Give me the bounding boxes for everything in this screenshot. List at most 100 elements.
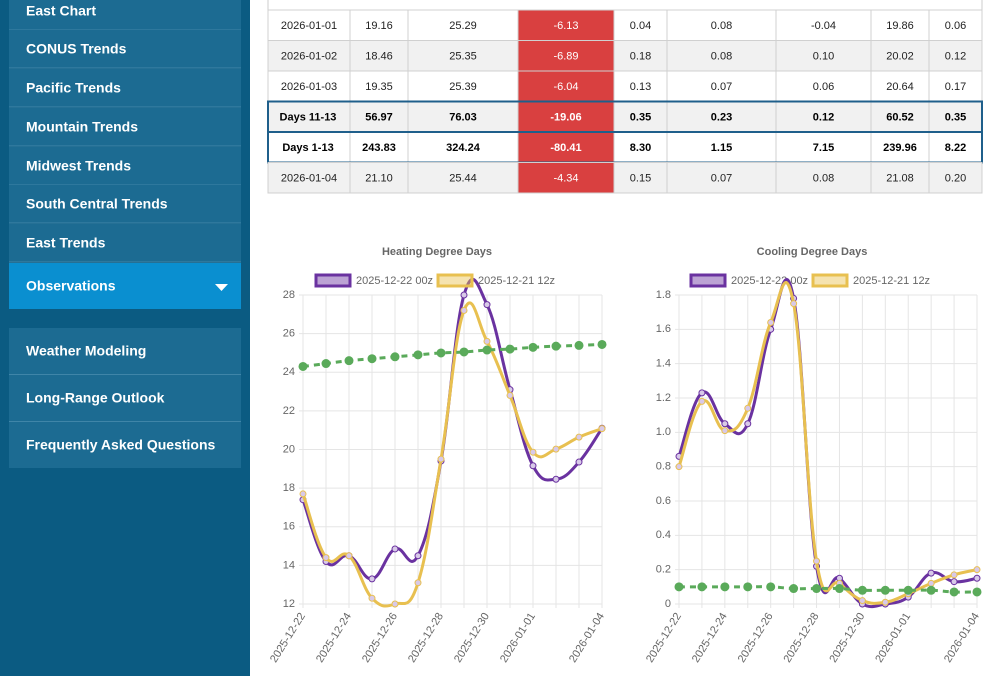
cell-text: 243.83 xyxy=(362,142,396,154)
menu-label: Frequently Asked Questions xyxy=(26,437,216,453)
point xyxy=(413,350,423,360)
point xyxy=(697,582,707,592)
table-cell xyxy=(870,9,930,41)
table-cell xyxy=(928,162,983,194)
y-tick-label: 26 xyxy=(283,328,295,340)
table-cell xyxy=(928,9,983,41)
cell-text: Days 1-13 xyxy=(282,142,333,154)
x-tick-label: 2025-12-24 xyxy=(690,611,730,665)
y-tick-label: 1.2 xyxy=(656,392,671,404)
series-line xyxy=(677,278,978,609)
point xyxy=(575,458,583,466)
series-line xyxy=(677,281,978,605)
point xyxy=(597,339,607,349)
table-cell xyxy=(666,70,777,102)
point xyxy=(505,344,515,354)
point xyxy=(414,552,422,560)
cell-text: 239.96 xyxy=(883,142,917,154)
y-tick-label: 0.8 xyxy=(656,461,671,473)
point xyxy=(743,582,753,592)
table-cell xyxy=(349,9,409,41)
cell-text: 0.18 xyxy=(630,51,651,63)
table-cell xyxy=(349,131,409,163)
cell-text: 0.23 xyxy=(711,112,732,124)
x-tick-label: 2025-12-24 xyxy=(314,611,354,665)
table-cell xyxy=(407,40,519,72)
table-cell xyxy=(870,131,930,163)
point xyxy=(483,301,491,309)
point xyxy=(391,545,399,553)
menu-item[interactable] xyxy=(9,185,241,223)
point xyxy=(390,352,400,362)
x-tick-label: 2025-12-28 xyxy=(406,611,446,665)
cell-text: 18.46 xyxy=(365,51,393,63)
cell-text: -6.04 xyxy=(553,81,578,93)
y-tick-label: 1.4 xyxy=(656,358,671,370)
cell-text: 0.35 xyxy=(945,112,966,124)
cell-text: 56.97 xyxy=(365,112,393,124)
table-cell xyxy=(928,40,983,72)
point xyxy=(674,582,684,592)
point xyxy=(698,397,706,405)
table-cell xyxy=(517,162,615,194)
point xyxy=(972,587,982,597)
menu-item[interactable] xyxy=(9,30,241,68)
table-cell xyxy=(666,162,777,194)
cell-text: 19.16 xyxy=(365,20,393,32)
cell-text: -19.06 xyxy=(550,112,581,124)
point xyxy=(927,569,935,577)
cell-text: 25.35 xyxy=(449,51,477,63)
point xyxy=(950,578,958,586)
y-tick-label: 1.0 xyxy=(656,426,671,438)
x-tick-label: 2025-12-26 xyxy=(736,611,776,665)
point xyxy=(766,582,776,592)
menu-item[interactable] xyxy=(9,422,241,468)
table-cell xyxy=(666,9,777,41)
menu-label: Weather Modeling xyxy=(26,343,146,359)
cell-text: -0.04 xyxy=(811,20,836,32)
point xyxy=(368,594,376,602)
table-cell xyxy=(775,101,872,133)
menu-item[interactable] xyxy=(9,108,241,146)
x-tick-label: 2025-12-22 xyxy=(268,611,308,665)
point xyxy=(551,341,561,351)
y-tick-label: 16 xyxy=(283,521,295,533)
point xyxy=(881,598,889,606)
menu-item[interactable] xyxy=(9,328,241,374)
menu-item[interactable] xyxy=(9,69,241,107)
cell-text: 60.52 xyxy=(886,112,914,124)
cell-text: 21.10 xyxy=(365,173,393,185)
cell-text: 0.06 xyxy=(945,20,966,32)
point xyxy=(790,300,798,308)
menu-label: Pacific Trends xyxy=(26,80,121,96)
point xyxy=(506,391,514,399)
cell-text: 0.08 xyxy=(711,51,732,63)
point xyxy=(528,342,538,352)
table-cell xyxy=(613,40,668,72)
menu-item[interactable] xyxy=(9,375,241,421)
cell-text: 19.35 xyxy=(365,81,393,93)
point xyxy=(698,389,706,397)
point xyxy=(720,582,730,592)
menu-label: Midwest Trends xyxy=(26,158,131,174)
cell-text: 0.17 xyxy=(945,81,966,93)
table-cell xyxy=(267,70,351,102)
cell-text: 0.13 xyxy=(630,81,651,93)
chart-title: Heating Degree Days xyxy=(382,246,492,258)
table-header-cut xyxy=(267,0,983,11)
point xyxy=(552,475,560,483)
y-tick-label: 0.4 xyxy=(656,529,671,541)
table-cell xyxy=(613,70,668,102)
cell-text: 1.15 xyxy=(711,142,732,154)
menu-item[interactable] xyxy=(9,263,241,309)
cell-text: 0.35 xyxy=(630,112,651,124)
point xyxy=(414,579,422,587)
menu-item[interactable] xyxy=(9,0,241,30)
menu-item[interactable] xyxy=(9,147,241,185)
cell-text: 0.04 xyxy=(630,20,651,32)
menu-item[interactable] xyxy=(9,224,241,262)
cell-text: 21.08 xyxy=(886,173,914,185)
table-cell xyxy=(267,131,351,163)
y-tick-label: 20 xyxy=(283,443,295,455)
x-tick-label: 2025-12-22 xyxy=(644,611,684,665)
